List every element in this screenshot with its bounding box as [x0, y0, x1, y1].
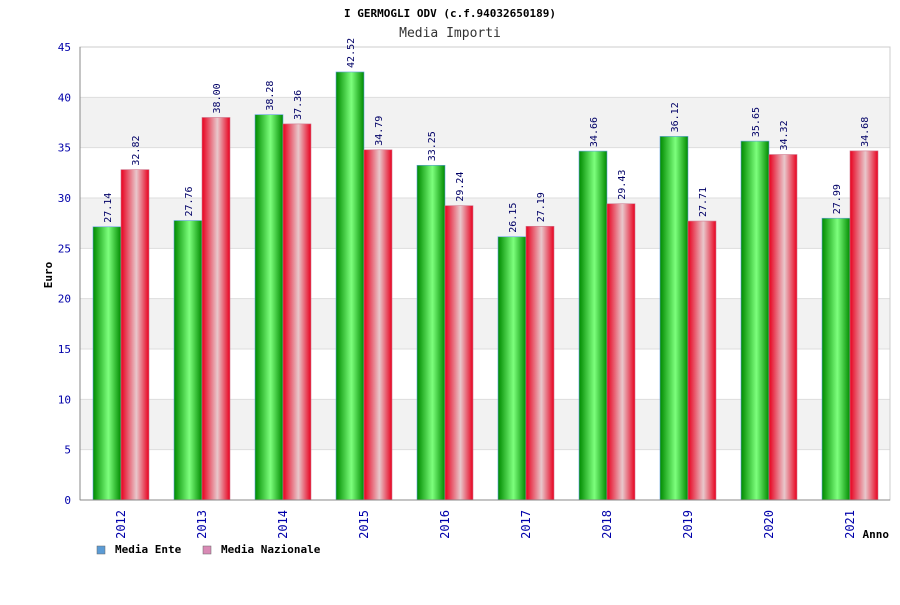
data-label: 36.12: [670, 102, 681, 132]
data-label: 37.36: [293, 90, 304, 120]
data-label: 34.66: [589, 117, 600, 147]
data-label: 27.76: [184, 186, 195, 216]
y-tick-label: 15: [58, 343, 71, 356]
data-label: 29.43: [617, 170, 628, 200]
data-label: 27.71: [698, 187, 709, 217]
legend: Media Ente Media Nazionale: [96, 543, 321, 556]
data-label: 27.19: [536, 192, 547, 222]
legend-item-nazionale: Media Nazionale: [202, 543, 321, 556]
grid-band: [80, 47, 890, 98]
bar-media-ente: [173, 220, 203, 501]
bar-media-nazionale: [444, 205, 474, 501]
bar-media-nazionale: [849, 150, 879, 501]
data-label: 32.82: [131, 136, 142, 166]
x-tick-label: 2015: [357, 510, 371, 539]
y-tick-label: 10: [58, 393, 71, 406]
x-tick-label: 2012: [114, 510, 128, 539]
bar-media-nazionale: [201, 117, 231, 501]
bar-media-ente: [497, 236, 527, 501]
y-axis-label: Euro: [42, 261, 55, 288]
bars: [92, 71, 879, 501]
x-tick-label: 2016: [438, 510, 452, 539]
bar-media-ente: [659, 136, 689, 501]
bar-media-nazionale: [525, 225, 555, 501]
x-tick-label: 2018: [600, 510, 614, 539]
x-tick-label: 2013: [195, 510, 209, 539]
data-label: 34.68: [860, 117, 871, 147]
y-tick-label: 0: [64, 494, 71, 507]
data-label: 38.00: [212, 83, 223, 113]
x-tick-label: 2019: [681, 510, 695, 539]
data-label: 38.28: [265, 81, 276, 111]
x-tick-label: 2014: [276, 510, 290, 539]
y-tick-label: 25: [58, 242, 71, 255]
x-axis-label: Anno: [863, 528, 890, 541]
y-tick-label: 20: [58, 293, 71, 306]
bar-media-ente: [92, 226, 122, 501]
bar-media-nazionale: [363, 149, 393, 501]
y-tick-label: 40: [58, 91, 71, 104]
grid-band: [80, 97, 890, 148]
data-label: 26.15: [508, 203, 519, 233]
legend-label-nazionale: Media Nazionale: [221, 543, 321, 556]
bar-media-nazionale: [606, 203, 636, 501]
bar-media-ente: [416, 164, 446, 501]
y-tick-label: 5: [64, 444, 71, 457]
bar-media-ente: [254, 114, 284, 501]
x-tick-label: 2020: [762, 510, 776, 539]
y-axis-ticks: 0 5 10 15 20 25 30 35 40 45: [58, 41, 71, 507]
x-tick-label: 2017: [519, 510, 533, 539]
data-labels: 27.14 32.82 27.76 38.00 38.28 37.36 42.52 34.79…: [103, 38, 871, 233]
chart-title: I GERMOGLI ODV (c.f.94032650189): [344, 7, 556, 20]
chart-subtitle: Media Importi: [399, 26, 501, 41]
data-label: 35.65: [751, 107, 762, 137]
bar-media-ente: [821, 217, 851, 501]
x-tick-label: 2021: [843, 510, 857, 539]
data-label: 34.32: [779, 120, 790, 150]
bar-media-ente: [335, 71, 365, 501]
bar-media-ente: [578, 150, 608, 501]
bar-media-nazionale: [687, 220, 717, 501]
data-label: 27.14: [103, 193, 114, 223]
legend-swatch-ente: [96, 545, 106, 555]
data-label: 34.79: [374, 116, 385, 146]
bar-media-nazionale: [768, 154, 798, 501]
legend-label-ente: Media Ente: [115, 543, 182, 556]
bar-media-nazionale: [120, 169, 150, 501]
y-tick-label: 35: [58, 142, 71, 155]
data-label: 33.25: [427, 131, 438, 161]
legend-item-ente: Media Ente: [96, 543, 182, 556]
bar-media-ente: [740, 140, 770, 501]
y-tick-label: 30: [58, 192, 71, 205]
data-label: 29.24: [455, 172, 466, 202]
data-label: 27.99: [832, 184, 843, 214]
bar-media-nazionale: [282, 123, 312, 501]
legend-swatch-nazionale: [202, 545, 212, 555]
data-label: 42.52: [346, 38, 357, 68]
x-axis-ticks: 2012 2013 2014 2015 2016 2017 2018 2019 2020 2021: [114, 510, 857, 539]
y-tick-label: 45: [58, 41, 71, 54]
